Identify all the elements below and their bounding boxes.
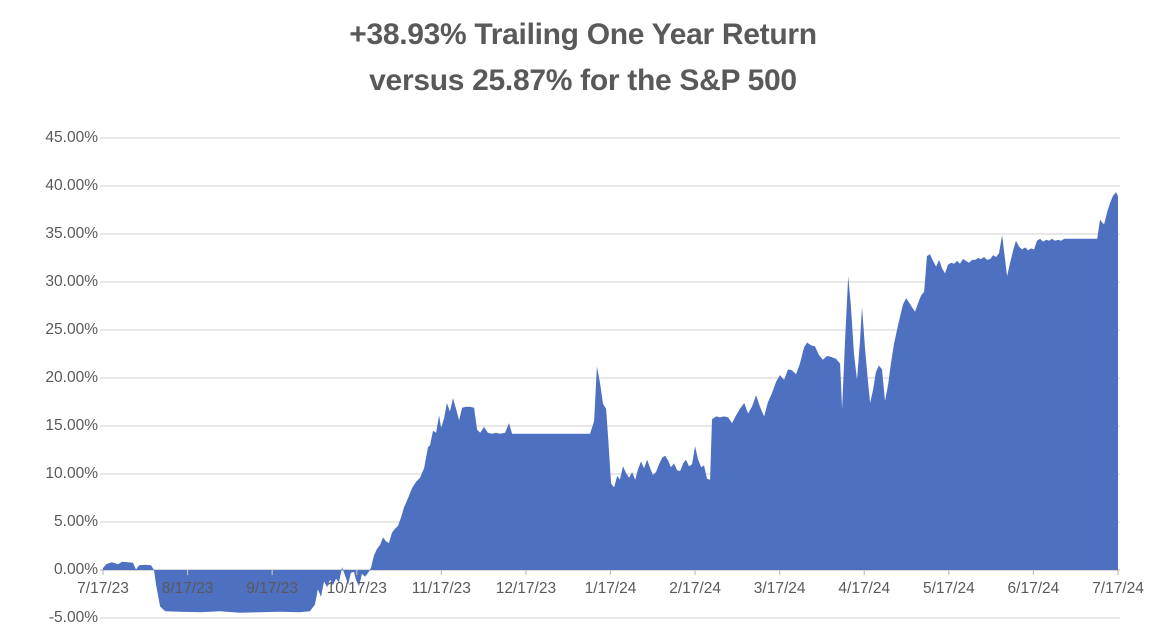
y-axis-tick-label: -5.00% xyxy=(48,609,98,626)
x-axis-tick-label: 11/17/23 xyxy=(411,580,471,597)
x-axis-tick-label: 4/17/24 xyxy=(838,580,891,597)
y-axis-tick-label: 0.00% xyxy=(54,561,98,578)
y-axis-tick-label: 25.00% xyxy=(45,321,98,338)
x-axis-tick-label: 9/17/23 xyxy=(246,580,299,597)
x-axis-tick-label: 7/17/24 xyxy=(1092,580,1144,597)
chart-title-line1: +38.93% Trailing One Year Return xyxy=(349,18,817,51)
x-axis-tick-label: 2/17/24 xyxy=(669,580,721,597)
chart-title-line2: versus 25.87% for the S&P 500 xyxy=(369,64,797,97)
x-axis-tick-label: 1/17/24 xyxy=(584,580,637,597)
y-axis-tick-label: 45.00% xyxy=(45,129,98,146)
x-axis-tick-label: 10/17/23 xyxy=(326,580,387,597)
x-axis-tick-label: 5/17/24 xyxy=(922,580,975,597)
x-axis-tick-label: 3/17/24 xyxy=(753,580,806,597)
x-axis-tick-label: 8/17/23 xyxy=(161,580,214,597)
y-axis-tick-label: 30.00% xyxy=(45,273,98,290)
x-axis-tick-label: 12/17/23 xyxy=(495,580,557,597)
y-axis-tick-label: 40.00% xyxy=(45,177,98,194)
y-axis-tick-label: 10.00% xyxy=(45,465,98,482)
x-axis-tick-label: 7/17/23 xyxy=(77,580,129,597)
y-axis-tick-label: 20.00% xyxy=(45,369,98,386)
chart-title: +38.93% Trailing One Year Return versus … xyxy=(0,12,1166,104)
x-axis-tick-label: 6/17/24 xyxy=(1007,580,1060,597)
y-axis-tick-label: 35.00% xyxy=(45,225,98,242)
y-axis-tick-label: 15.00% xyxy=(45,417,98,434)
y-axis-tick-label: 5.00% xyxy=(54,513,98,530)
return-area-series xyxy=(103,192,1118,613)
